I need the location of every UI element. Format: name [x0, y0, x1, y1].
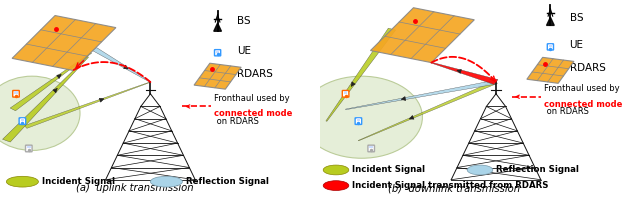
Polygon shape: [24, 82, 150, 128]
Polygon shape: [547, 17, 554, 25]
Text: Incident Signal: Incident Signal: [42, 177, 115, 186]
Bar: [14, 91, 18, 94]
Text: on RDARS: on RDARS: [544, 107, 589, 117]
Polygon shape: [12, 16, 116, 70]
FancyBboxPatch shape: [547, 44, 554, 50]
Polygon shape: [10, 53, 92, 111]
Text: Reflection Signal: Reflection Signal: [496, 165, 579, 174]
Bar: [27, 146, 31, 149]
Text: (a)  uplink transmission: (a) uplink transmission: [76, 183, 193, 193]
Text: connected mode: connected mode: [214, 109, 292, 118]
Text: on RDARS: on RDARS: [214, 117, 259, 126]
Text: Incident Signal transmitted from RDARS: Incident Signal transmitted from RDARS: [352, 181, 548, 190]
Polygon shape: [3, 57, 88, 142]
Text: BS: BS: [570, 13, 583, 23]
FancyBboxPatch shape: [13, 90, 19, 97]
FancyBboxPatch shape: [342, 90, 349, 97]
Text: Fronthaul used by: Fronthaul used by: [214, 93, 290, 103]
Text: RDARS: RDARS: [237, 69, 273, 79]
Text: Reflection Signal: Reflection Signal: [186, 177, 268, 186]
Text: UE: UE: [237, 46, 251, 56]
Polygon shape: [214, 23, 221, 31]
Ellipse shape: [6, 176, 38, 187]
Ellipse shape: [323, 165, 349, 175]
Polygon shape: [92, 48, 151, 82]
Text: Incident Signal: Incident Signal: [352, 165, 425, 174]
Bar: [356, 119, 360, 121]
Ellipse shape: [467, 165, 493, 175]
Polygon shape: [326, 28, 396, 121]
FancyBboxPatch shape: [368, 145, 374, 152]
Polygon shape: [431, 62, 498, 85]
Bar: [548, 44, 552, 47]
Bar: [369, 146, 373, 149]
Text: connected mode: connected mode: [544, 100, 622, 109]
Polygon shape: [358, 81, 497, 141]
Ellipse shape: [301, 76, 422, 158]
Text: RDARS: RDARS: [570, 63, 605, 73]
FancyBboxPatch shape: [26, 145, 32, 152]
Polygon shape: [371, 8, 474, 63]
Ellipse shape: [150, 176, 182, 187]
Text: UE: UE: [570, 40, 584, 50]
Ellipse shape: [323, 181, 349, 190]
Bar: [216, 50, 220, 53]
Bar: [20, 119, 24, 121]
FancyBboxPatch shape: [19, 118, 26, 125]
FancyBboxPatch shape: [355, 118, 362, 125]
Polygon shape: [346, 80, 497, 110]
FancyBboxPatch shape: [214, 50, 221, 56]
Ellipse shape: [0, 76, 80, 151]
Text: (b)  downlink transmission: (b) downlink transmission: [388, 183, 520, 193]
Text: BS: BS: [237, 16, 250, 26]
Polygon shape: [194, 63, 241, 89]
Bar: [344, 91, 348, 94]
Polygon shape: [527, 57, 574, 83]
Text: Fronthaul used by: Fronthaul used by: [544, 84, 620, 93]
